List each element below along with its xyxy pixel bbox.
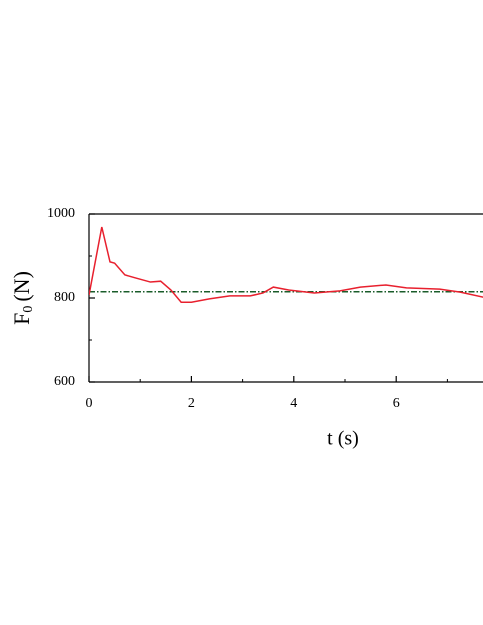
series-line [89,226,483,303]
y-axis-label-symbol: F [9,313,34,325]
y-tick-label: 800 [54,290,75,305]
x-tick-label: 2 [188,396,195,411]
x-tick-label: 0 [86,396,93,411]
y-axis-label-unit: (N) [9,271,34,302]
y-axis-label-subscript: 0 [21,306,36,313]
x-tick-label: 4 [290,396,297,411]
plot-area [89,226,483,303]
y-tick-label: 1000 [47,206,75,221]
x-tick-label: 6 [393,396,400,411]
y-axis-label: F0 (N) [9,271,36,325]
x-axis-label: t (s) [327,428,359,450]
y-tick-label: 600 [54,374,75,389]
